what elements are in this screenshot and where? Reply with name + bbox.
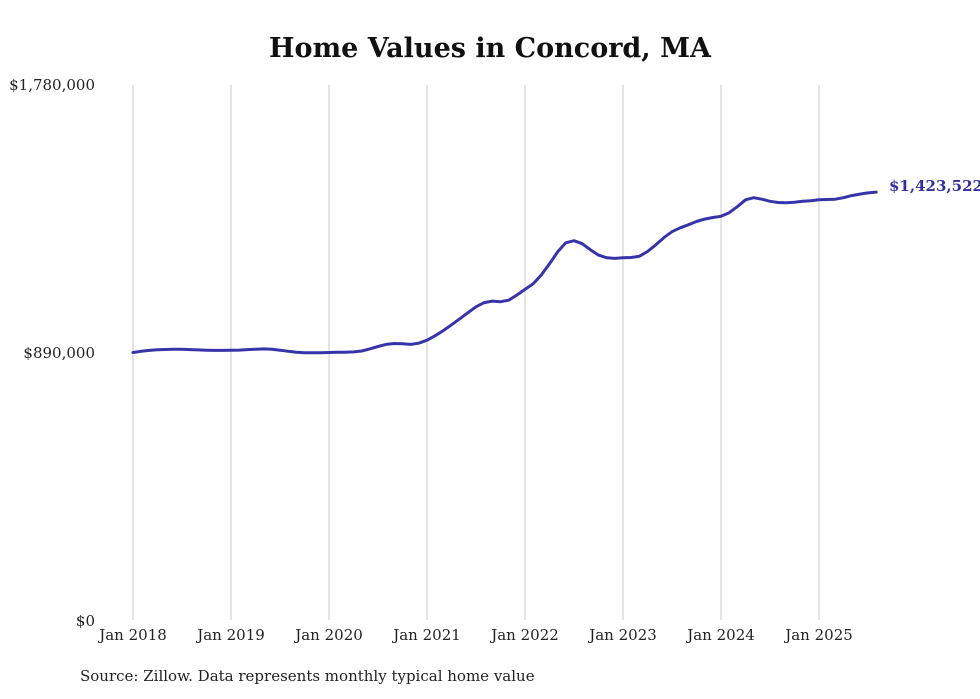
x-axis-tick-label: Jan 2023 (589, 626, 657, 644)
x-axis-tick-label: Jan 2024 (687, 626, 755, 644)
latest-value-label: $1,423,522 (889, 177, 980, 195)
source-note: Source: Zillow. Data represents monthly … (80, 667, 535, 685)
chart-title: Home Values in Concord, MA (269, 33, 711, 64)
y-axis-tick-label: $1,780,000 (9, 76, 95, 94)
x-axis-tick-label: Jan 2019 (197, 626, 265, 644)
y-axis-tick-label: $0 (75, 612, 95, 630)
y-axis-tick-label: $890,000 (23, 344, 95, 362)
x-axis-tick-label: Jan 2018 (99, 626, 167, 644)
x-axis-tick-label: Jan 2022 (491, 626, 559, 644)
x-axis-tick-label: Jan 2025 (785, 626, 853, 644)
x-axis-tick-label: Jan 2021 (393, 626, 461, 644)
home-value-line (131, 190, 878, 355)
x-axis-tick-label: Jan 2020 (295, 626, 363, 644)
